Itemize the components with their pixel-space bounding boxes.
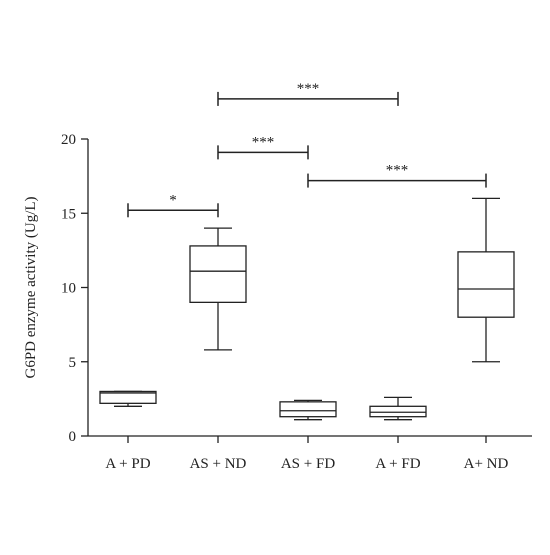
significance-label: ***: [297, 81, 320, 97]
significance-bracket: ***: [217, 134, 309, 160]
significance-bracket: ***: [307, 163, 487, 188]
box-iqr: [189, 245, 247, 303]
axes: G6PD enzyme activity (Ug/L): [23, 139, 532, 437]
x-tick-label: A + FD: [375, 456, 420, 472]
y-ticks: 0 5 10 15 20: [61, 132, 88, 445]
x-tick-label: AS + FD: [281, 456, 335, 472]
x-ticks: A + PD AS + ND AS + FD A + FD A+ ND: [105, 436, 509, 472]
significance-brackets: **********: [127, 81, 487, 218]
y-axis-label: G6PD enzyme activity (Ug/L): [23, 196, 39, 378]
box-iqr: [369, 405, 427, 418]
x-tick-label: AS + ND: [190, 456, 247, 472]
y-tick-label: 15: [61, 206, 76, 222]
boxes: [99, 197, 515, 421]
significance-bracket: *: [127, 192, 219, 218]
y-tick-label: 5: [69, 355, 77, 371]
y-tick-label: 10: [61, 281, 76, 297]
significance-label: ***: [252, 134, 275, 150]
y-tick-label: 20: [61, 132, 76, 148]
significance-label: ***: [386, 163, 409, 179]
x-tick-label: A+ ND: [464, 456, 509, 472]
y-tick-label: 0: [69, 429, 77, 445]
box-iqr: [457, 251, 515, 318]
x-tick-label: A + PD: [105, 456, 150, 472]
box-iqr: [279, 401, 337, 418]
significance-label: *: [169, 192, 177, 208]
box-group: [457, 197, 515, 363]
box-group: [189, 227, 247, 351]
box-group: [99, 390, 157, 407]
box-group: [369, 396, 427, 421]
box-group: [279, 399, 337, 421]
box-iqr: [99, 390, 157, 404]
significance-bracket: ***: [217, 81, 399, 106]
